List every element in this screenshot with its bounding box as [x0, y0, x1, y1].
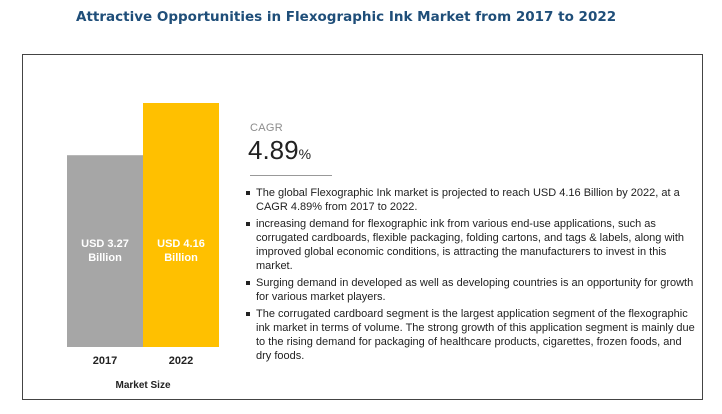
- finding-item: Surging demand in developed as well as d…: [245, 276, 697, 304]
- x-tick-label: 2017: [93, 355, 117, 367]
- finding-item: The global Flexographic Ink market is pr…: [245, 186, 697, 214]
- market-size-bar-chart: USD 3.27 Billion 2017 USD 4.16 Billion 2022 Ma…: [67, 103, 219, 391]
- bar-2017: [67, 155, 143, 347]
- bar-2022: [143, 103, 219, 347]
- finding-item: The corrugated cardboard segment is the …: [245, 307, 697, 363]
- page-title: Attractive Opportunities in Flexographic…: [76, 9, 617, 25]
- infographic-panel: USD 3.27 Billion 2017 USD 4.16 Billion 2022 Ma…: [22, 54, 703, 400]
- cagr-divider: [250, 175, 332, 176]
- x-tick-label: 2022: [169, 355, 193, 367]
- bar-value-label: Billion: [88, 252, 122, 264]
- finding-item: increasing demand for flexographic ink f…: [245, 217, 697, 273]
- key-findings-list: The global Flexographic Ink market is pr…: [245, 186, 697, 366]
- cagr-unit: %: [298, 146, 312, 162]
- bar-value-label: Billion: [164, 252, 198, 264]
- bar-value-label: USD 3.27: [81, 238, 129, 250]
- cagr-value: 4.89%: [248, 135, 311, 166]
- x-axis-title: Market Size: [115, 380, 170, 391]
- bar-value-label: USD 4.16: [157, 238, 205, 250]
- cagr-number: 4.89: [248, 135, 299, 165]
- cagr-label: CAGR: [250, 122, 283, 134]
